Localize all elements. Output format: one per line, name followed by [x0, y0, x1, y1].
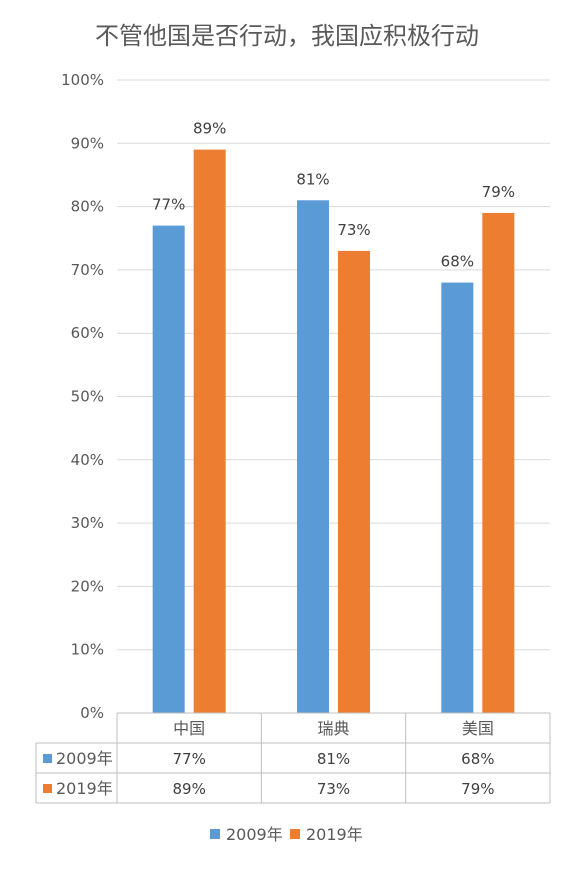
table-cell: 68% — [461, 750, 494, 768]
data-label: 81% — [296, 170, 329, 188]
legend-label: 2019年 — [306, 825, 363, 844]
data-label: 79% — [482, 183, 515, 201]
y-tick-label: 20% — [71, 577, 104, 595]
y-tick-label: 0% — [80, 704, 104, 722]
data-label: 89% — [193, 120, 226, 138]
bar-2009年-瑞典 — [297, 200, 329, 713]
y-tick-label: 80% — [71, 198, 104, 216]
y-tick-label: 60% — [71, 324, 104, 342]
data-label: 77% — [152, 196, 185, 214]
table-legend-swatch — [43, 754, 52, 763]
x-category-label: 中国 — [173, 719, 205, 738]
gridlines: 0% 10% 20% 30% 40% 50% 60% 70% 80% 90% 100% — [61, 71, 550, 722]
data-label: 73% — [337, 221, 370, 239]
y-tick-label: 70% — [71, 261, 104, 279]
table-series-name: 2019年 — [56, 779, 113, 798]
y-tick-label: 100% — [61, 71, 104, 89]
legend-label: 2009年 — [226, 825, 283, 844]
y-tick-label: 90% — [71, 134, 104, 152]
y-tick-label: 30% — [71, 514, 104, 532]
y-tick-label: 50% — [71, 388, 104, 406]
legend-swatch — [210, 829, 220, 839]
bar-2019年-中国 — [193, 149, 226, 713]
data-label: 68% — [441, 253, 474, 271]
y-tick-label: 40% — [71, 451, 104, 469]
table-legend-swatch — [43, 784, 52, 793]
bar-2009年-中国 — [152, 225, 185, 713]
bar-2019年-瑞典 — [338, 250, 370, 713]
x-category-label: 瑞典 — [317, 719, 349, 738]
table-cell: 73% — [317, 780, 350, 798]
legend-swatch — [290, 829, 300, 839]
table-cell: 89% — [172, 780, 205, 798]
bar-2019年-美国 — [482, 212, 515, 713]
table-cell: 77% — [172, 750, 205, 768]
data-table: 中国 瑞典 美国 2009年 77% 81% 68% 2019年 89% 73% 79% — [35, 712, 551, 804]
bars: 77% 81% 68% 89% 73% 79% — [152, 120, 515, 713]
y-tick-label: 10% — [71, 641, 104, 659]
legend: 2009年 2019年 — [210, 825, 363, 844]
bar-2009年-美国 — [441, 282, 474, 713]
table-cell: 79% — [461, 780, 494, 798]
chart-title: 不管他国是否行动，我国应积极行动 — [95, 22, 479, 50]
x-category-label: 美国 — [462, 719, 494, 738]
table-cell: 81% — [317, 750, 350, 768]
table-series-name: 2009年 — [56, 749, 113, 768]
